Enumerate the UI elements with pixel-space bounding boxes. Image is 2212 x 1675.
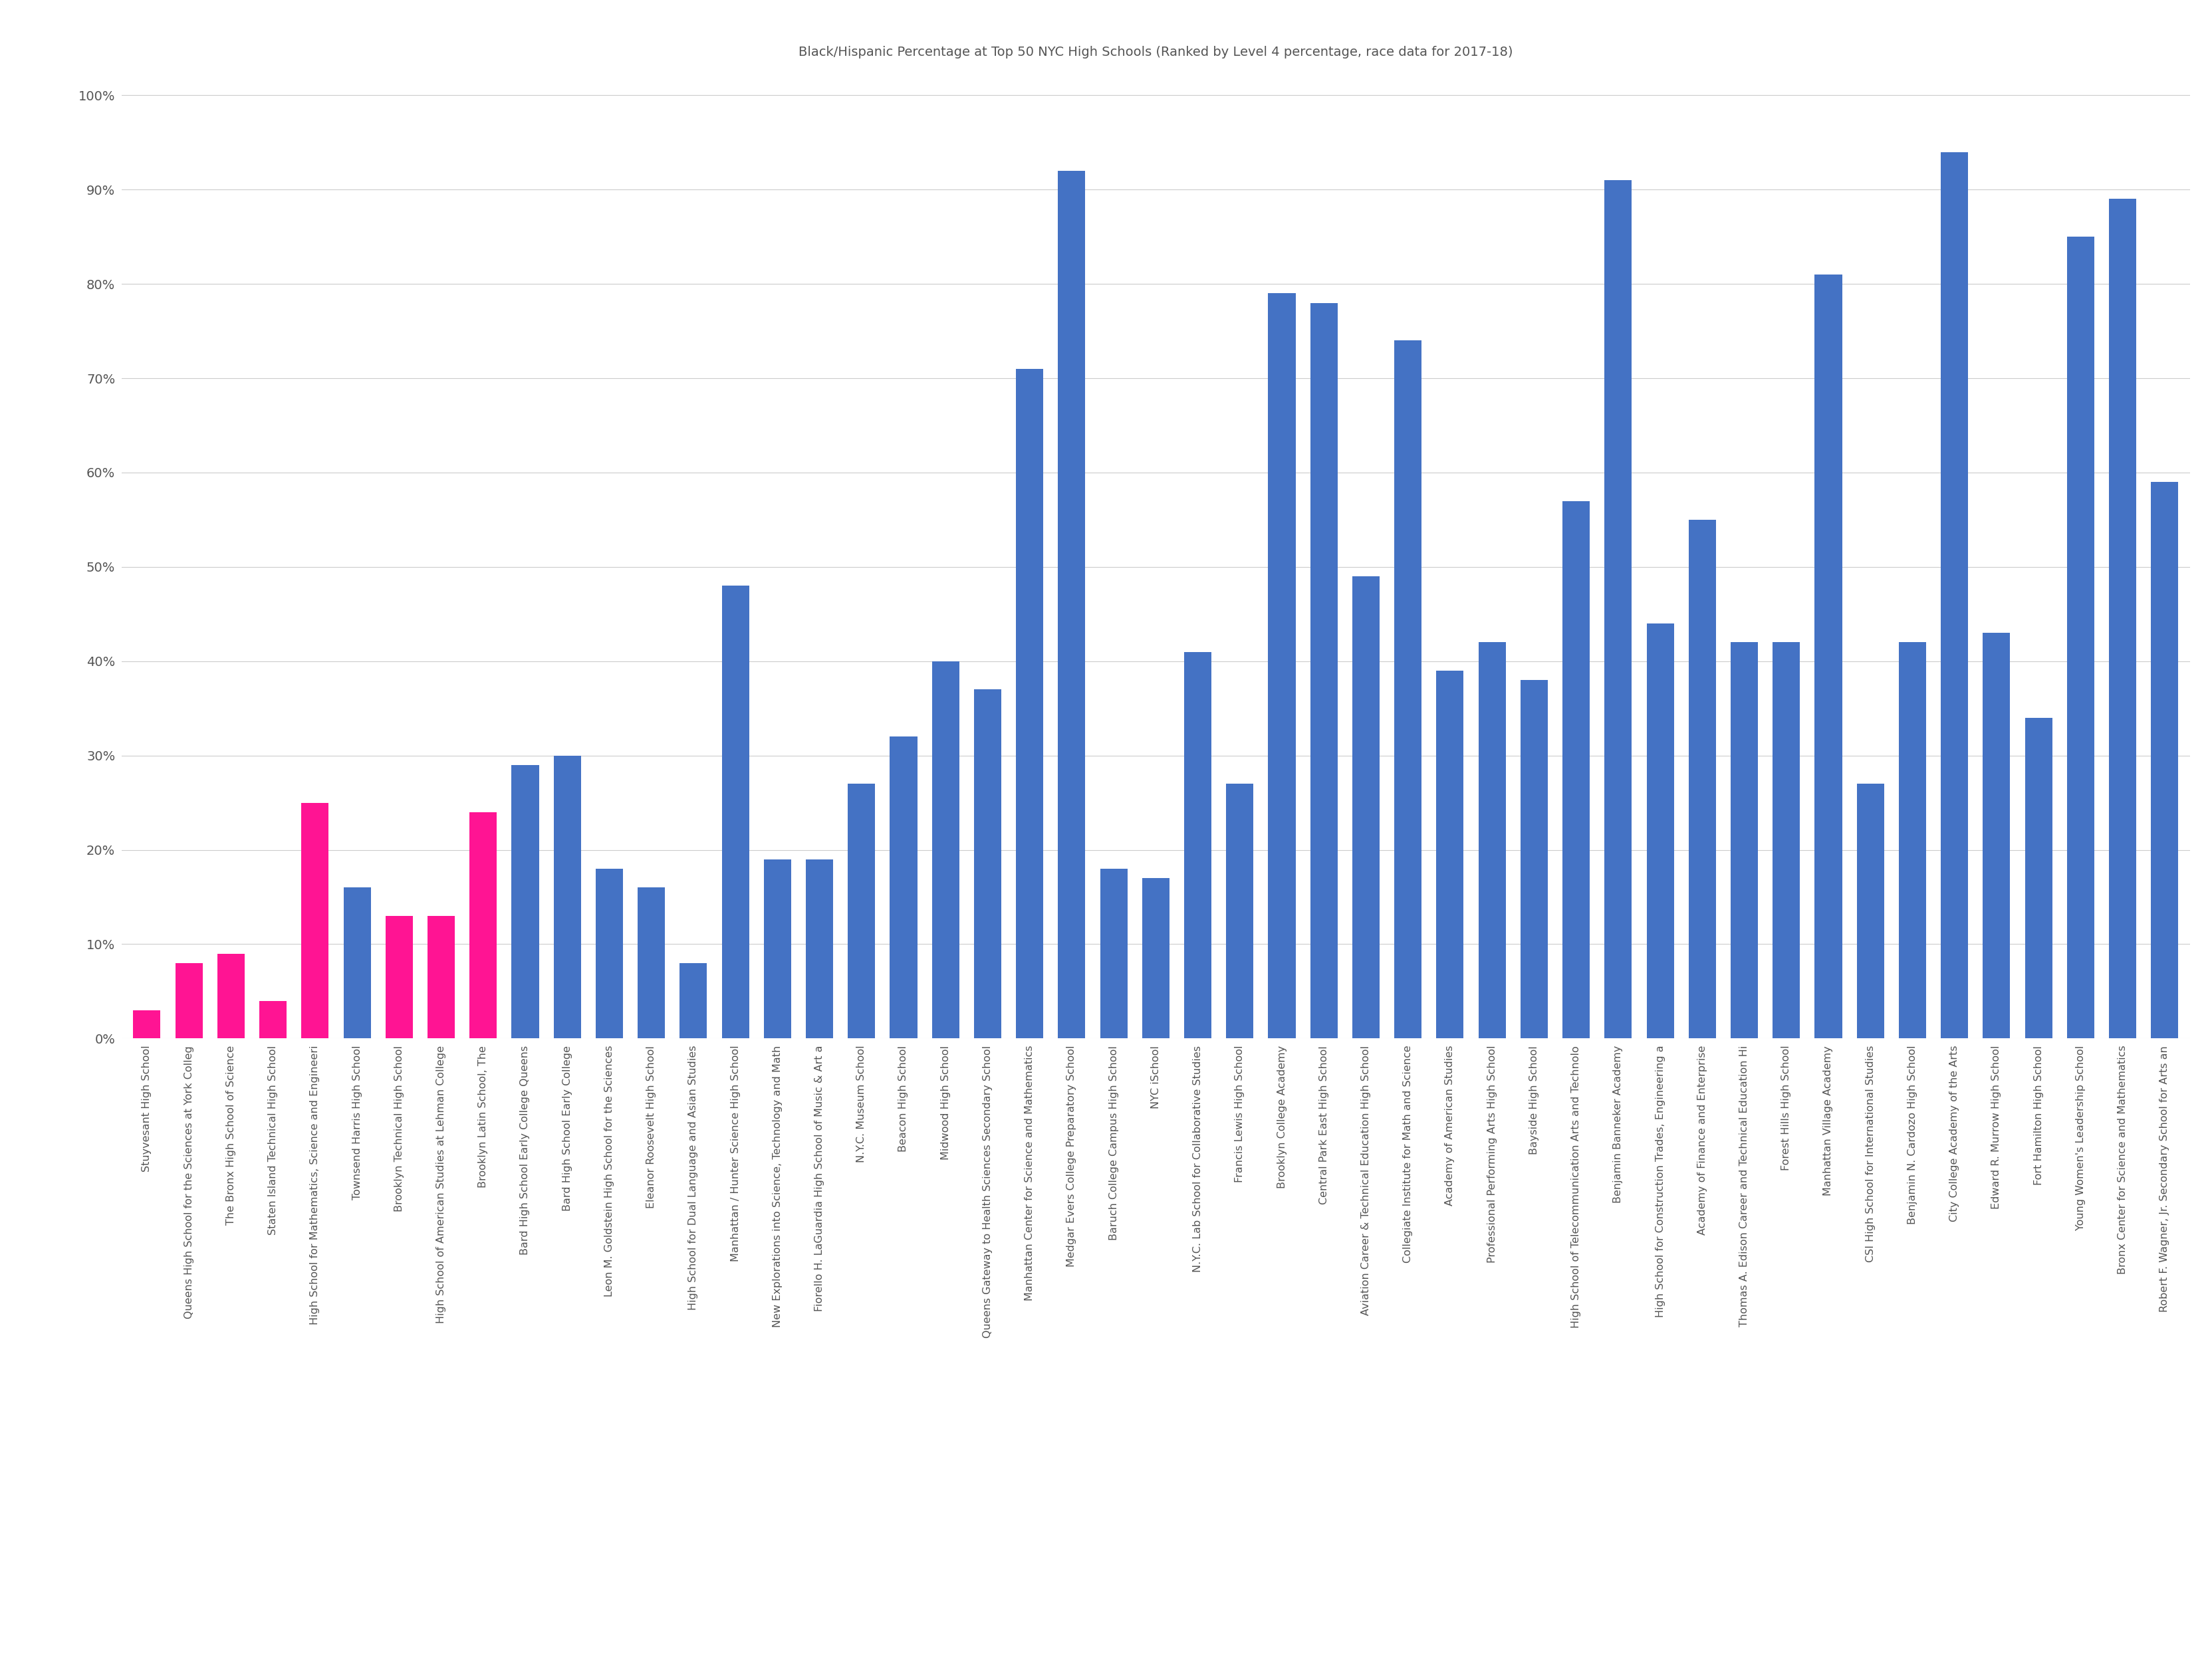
Bar [301,802,330,1038]
Bar [1310,303,1338,1038]
Bar [2066,236,2095,1038]
Bar [1015,368,1044,1038]
Bar [1982,633,2011,1038]
Bar [1394,340,1422,1038]
Bar [2108,199,2137,1038]
Bar [1352,576,1380,1038]
Bar [1646,623,1674,1038]
Bar [1940,152,1969,1038]
Bar [217,953,246,1038]
Bar [1099,869,1128,1038]
Bar [1183,652,1212,1038]
Bar [1688,519,1717,1038]
Bar [1267,293,1296,1038]
Bar [1520,680,1548,1038]
Bar [1057,171,1086,1038]
Bar [931,662,960,1038]
Bar [763,859,792,1038]
Bar [1478,642,1506,1038]
Bar [805,859,834,1038]
Bar [133,1010,161,1038]
Bar [1898,642,1927,1038]
Bar [889,737,918,1038]
Bar [1604,181,1632,1038]
Bar [1562,501,1590,1038]
Bar [721,586,750,1038]
Bar [1814,275,1843,1038]
Bar [679,963,708,1038]
Bar [847,784,876,1038]
Bar [595,869,624,1038]
Bar [259,1000,288,1038]
Title: Black/Hispanic Percentage at Top 50 NYC High Schools (Ranked by Level 4 percenta: Black/Hispanic Percentage at Top 50 NYC … [799,45,1513,59]
Bar [1436,670,1464,1038]
Bar [1225,784,1254,1038]
Bar [1772,642,1801,1038]
Bar [637,888,666,1038]
Bar [175,963,204,1038]
Bar [1141,878,1170,1038]
Bar [343,888,372,1038]
Bar [1730,642,1759,1038]
Bar [973,690,1002,1038]
Bar [1856,784,1885,1038]
Bar [427,916,456,1038]
Bar [553,755,582,1038]
Bar [2024,719,2053,1038]
Bar [511,765,540,1038]
Bar [469,812,498,1038]
Bar [2150,482,2179,1038]
Bar [385,916,414,1038]
